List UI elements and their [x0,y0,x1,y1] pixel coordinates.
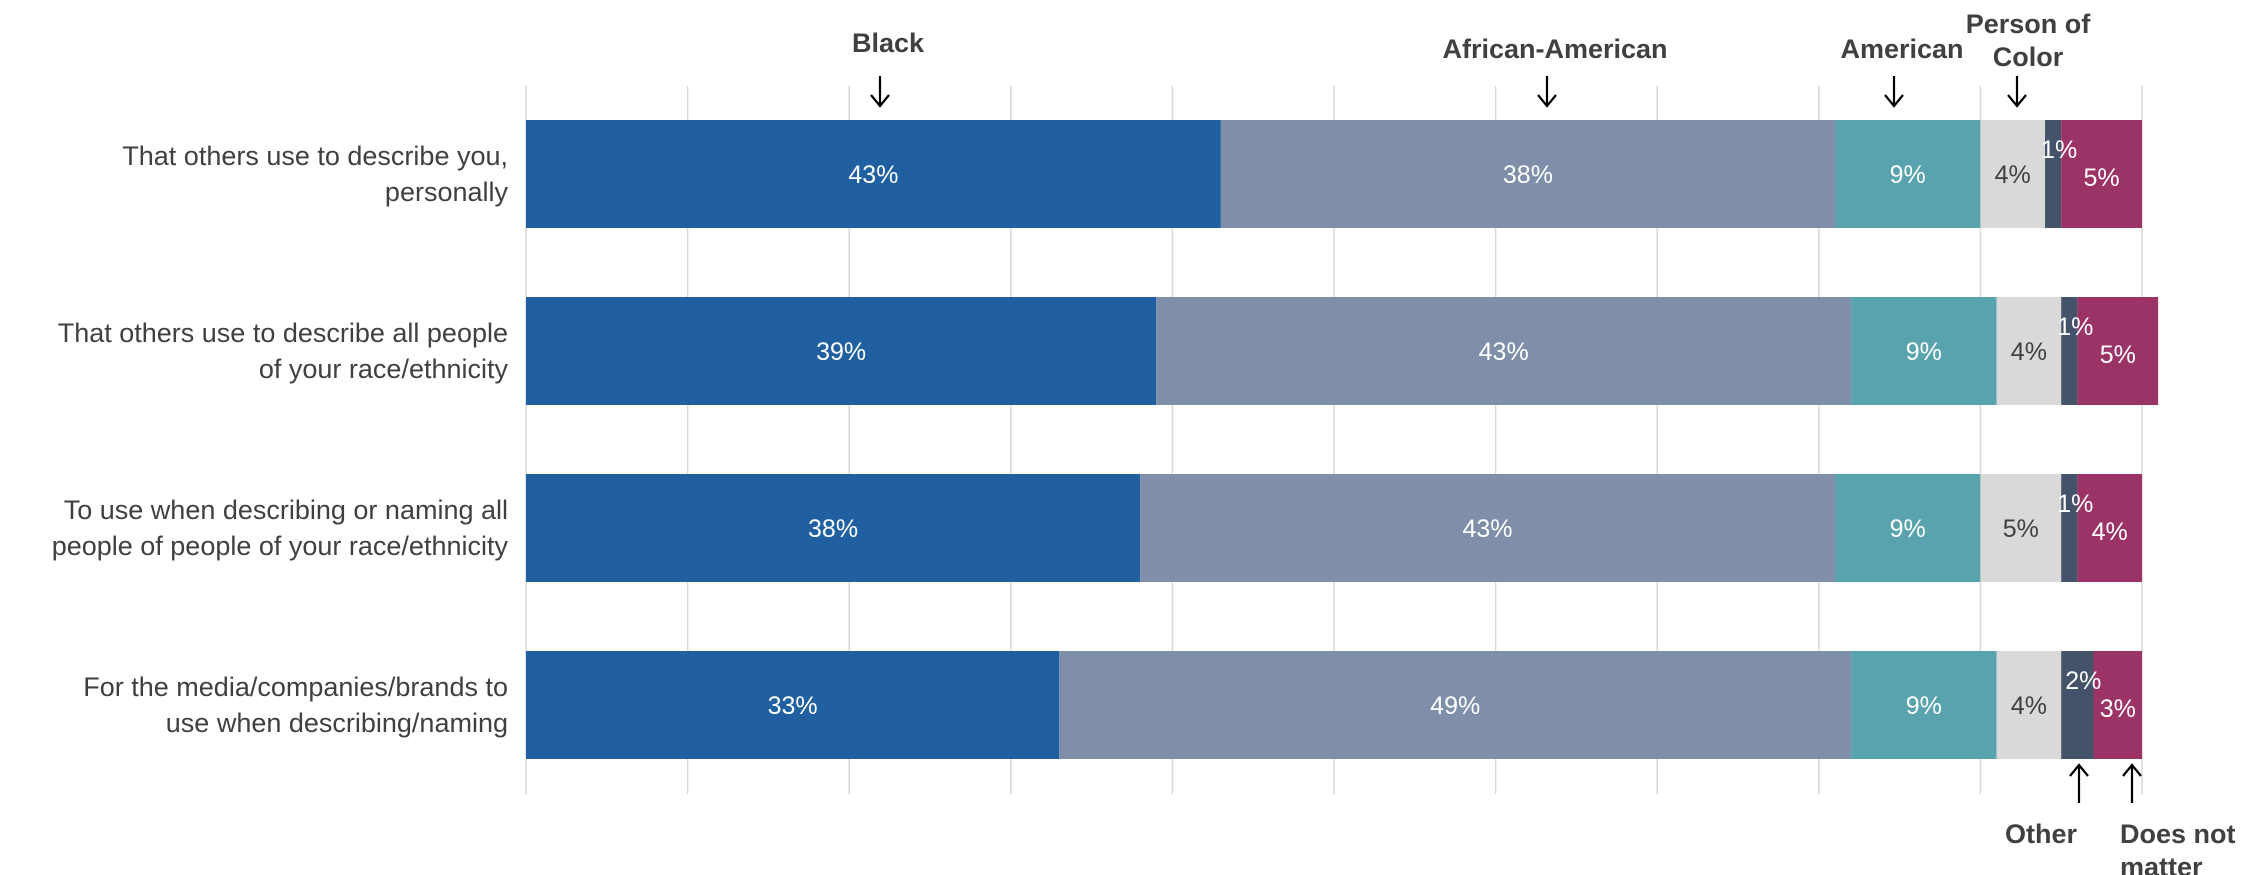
value-label: 38% [1503,161,1553,189]
legend-label-person-of-color: Person of Color [1966,9,2092,72]
value-label: 43% [848,161,898,189]
value-label: 1% [2057,313,2093,341]
legend-label-african-american: African-American [1442,34,1667,64]
value-label: 43% [1462,515,1512,543]
legend-label-other: Other [2005,819,2078,849]
legend-arrow-american [1884,76,1904,108]
value-label: 9% [1890,515,1926,543]
legend-arrow-does-not-matter [2122,763,2142,803]
category-labels: That others use to describe you, personal… [52,141,509,738]
bar-segment-other [2061,474,2078,582]
value-label: 4% [2092,518,2128,546]
value-label: 4% [2011,338,2047,366]
category-label: That others use to describe you, personal… [122,141,508,207]
bar-segment-black [526,474,1141,582]
legend-label-does-not-matter: Does not matter [2120,819,2236,875]
value-label: 4% [1995,161,2031,189]
bar-segment-person-of-color [1980,474,2062,582]
bar-segment-american [1851,297,1997,405]
category-label: For the media/companies/brands to use whe… [83,672,508,738]
bar-segment-other [2045,120,2062,228]
bar-segment-does-not-matter [2077,474,2142,582]
bar-segment-black [526,120,1221,228]
value-label: 5% [2003,515,2039,543]
legend-arrow-african-american [1537,76,1557,108]
bar-segment-does-not-matter [2061,120,2142,228]
value-label: 49% [1430,692,1480,720]
value-label: 5% [2100,341,2136,369]
category-label: That others use to describe all people of… [58,318,509,384]
category-label: To use when describing or naming all peop… [52,495,509,561]
bar-segment-african-american [1059,651,1852,759]
value-label: 38% [808,515,858,543]
bar-segment-other [2061,651,2094,759]
bars: 43% 38% 9% 4%1%5%39% 43% 9% 4%1%5%38% 43% 9% 5%1%… [526,120,2159,759]
bar-segment-person-of-color [1996,651,2062,759]
value-label: 1% [2041,136,2077,164]
value-label: 4% [2011,692,2047,720]
legend-label-black: Black [852,28,925,58]
value-label: 9% [1890,161,1926,189]
value-label: 3% [2100,695,2136,723]
bar-segment-african-american [1220,120,1835,228]
legend-label-american: American [1840,34,1963,64]
bar-segment-does-not-matter [2077,297,2159,405]
bar-segment-african-american [1156,297,1852,405]
value-label: 39% [816,338,866,366]
value-label: 5% [2084,164,2120,192]
bar-segment-american [1834,120,1981,228]
bar-segment-african-american [1140,474,1835,582]
value-label: 2% [2065,667,2101,695]
bar-segment-american [1834,474,1981,582]
bar-segment-does-not-matter [2093,651,2142,759]
value-label: 9% [1906,692,1942,720]
bar-segment-person-of-color [1996,297,2062,405]
value-label: 9% [1906,338,1942,366]
bar-segment-other [2061,297,2078,405]
value-label: 33% [768,692,818,720]
bar-segment-person-of-color [1980,120,2046,228]
bar-segment-black [526,297,1157,405]
bar-segment-black [526,651,1060,759]
legend-arrow-other [2069,763,2089,803]
bar-segment-american [1851,651,1997,759]
legend-arrow-person-of-color [2007,76,2027,108]
value-label: 1% [2057,490,2093,518]
value-label: 43% [1479,338,1529,366]
legend-arrow-black [870,76,890,108]
